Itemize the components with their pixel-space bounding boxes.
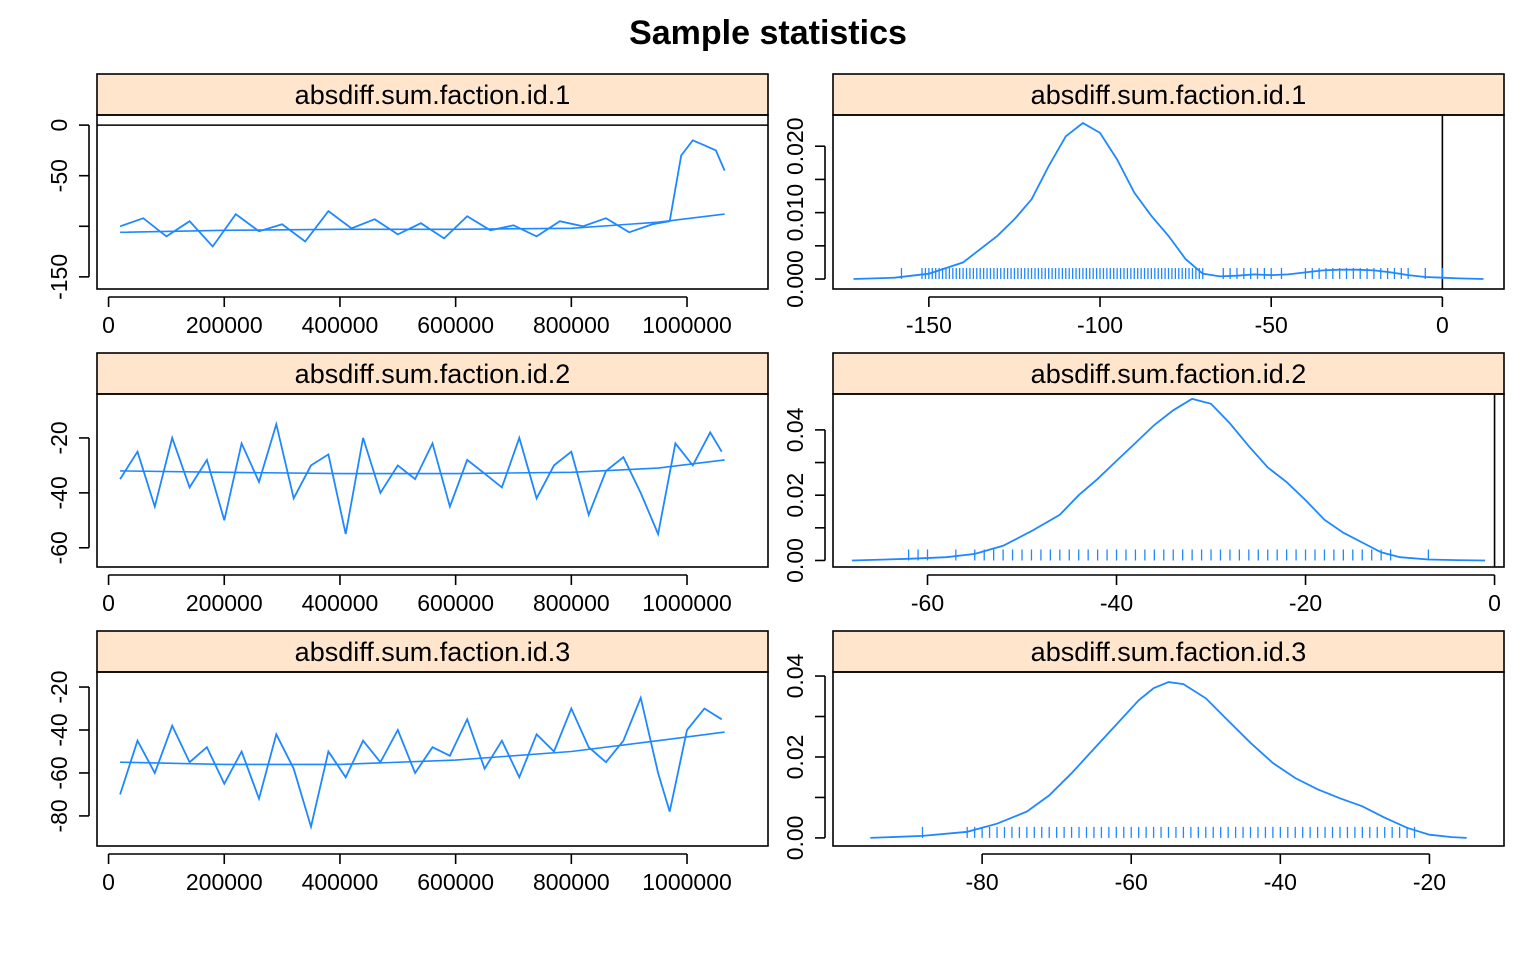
y-tick-label: 0.02 (782, 735, 808, 780)
panel-strip (832, 630, 1505, 673)
y-tick-label: 0.020 (782, 117, 808, 175)
x-tick-label: 1000000 (642, 590, 732, 616)
x-tick-label: 800000 (533, 312, 610, 338)
panels: absdiff.sum.faction.id.1 0 200000 400000 600… (46, 73, 1505, 895)
panel-strip-label: absdiff.sum.faction.id.2 (1031, 359, 1307, 389)
panel-strip-label: absdiff.sum.faction.id.1 (1031, 80, 1307, 110)
y-tick-label: 0.010 (782, 184, 808, 242)
x-tick-label: 600000 (417, 312, 494, 338)
x-tick-label: 0 (102, 869, 115, 895)
y-tick-label: -80 (46, 799, 72, 832)
panel-strip (832, 73, 1505, 116)
x-tick-label: 400000 (302, 590, 379, 616)
panel-trace-1: absdiff.sum.faction.id.1 0 200000 400000 600… (46, 73, 769, 338)
plot-frame (832, 393, 1505, 568)
plot-area (853, 115, 1484, 289)
smoothed-trend-line (120, 731, 725, 766)
y-tick-label: -40 (46, 713, 72, 746)
y-tick-label: -20 (46, 421, 72, 454)
panel-strip (96, 352, 769, 395)
plot-frame (96, 671, 769, 847)
y-tick-label: -40 (46, 476, 72, 509)
x-tick-label: -20 (1413, 869, 1446, 895)
density-curve (853, 121, 1484, 280)
trace-line (119, 139, 726, 248)
y-tick-label: 0.04 (782, 653, 808, 698)
panel-strip (832, 352, 1505, 395)
y-tick-label: 0.04 (782, 407, 808, 452)
y-tick-label: -20 (46, 670, 72, 703)
panel-strip-label: absdiff.sum.faction.id.1 (295, 80, 571, 110)
panel-density-1: absdiff.sum.faction.id.1 -150 -100 -50 0 0.00… (782, 73, 1505, 338)
x-tick-label: 1000000 (642, 312, 732, 338)
panel-strip-label: absdiff.sum.faction.id.2 (295, 359, 571, 389)
x-tick-label: 800000 (533, 590, 610, 616)
x-tick-label: 1000000 (642, 869, 732, 895)
plot-area (97, 124, 768, 248)
plot-area (851, 394, 1496, 567)
y-tick-label: -60 (46, 756, 72, 789)
x-tick-label: 0 (102, 590, 115, 616)
x-tick-label: -50 (1255, 312, 1288, 338)
x-tick-label: 400000 (302, 312, 379, 338)
panel-density-3: absdiff.sum.faction.id.3 -80 -60 -40 -20 0.00… (782, 630, 1505, 895)
x-tick-label: 0 (102, 312, 115, 338)
x-tick-label: 600000 (417, 869, 494, 895)
figure-title: Sample statistics (629, 14, 907, 52)
y-tick-label: 0.00 (782, 816, 808, 861)
panel-strip (96, 73, 769, 116)
x-tick-label: -80 (965, 869, 998, 895)
panel-trace-3: absdiff.sum.faction.id.3 0 200000 400000 600… (46, 630, 769, 895)
x-tick-label: -60 (1115, 869, 1148, 895)
x-tick-label: 200000 (186, 869, 263, 895)
x-tick-label: 200000 (186, 312, 263, 338)
x-tick-label: -150 (906, 312, 952, 338)
smoothed-trend-line (120, 459, 725, 475)
x-tick-label: 400000 (302, 869, 379, 895)
plot-area (870, 681, 1467, 839)
trace-line (119, 694, 723, 831)
x-tick-label: 0 (1436, 312, 1449, 338)
y-tick-label: 0.000 (782, 250, 808, 308)
plot-area (119, 694, 725, 831)
plot-frame (96, 114, 769, 290)
y-tick-label: 0.02 (782, 473, 808, 518)
x-tick-label: -40 (1264, 869, 1297, 895)
y-tick-label: -50 (46, 159, 72, 192)
y-tick-label: -150 (46, 254, 72, 300)
panel-trace-2: absdiff.sum.faction.id.2 0 200000 400000 600… (46, 352, 769, 616)
y-tick-label: 0.00 (782, 538, 808, 583)
x-tick-label: 600000 (417, 590, 494, 616)
trace-line (119, 420, 723, 538)
y-tick-label: 0 (46, 119, 72, 132)
panel-strip-label: absdiff.sum.faction.id.3 (1031, 637, 1307, 667)
smoothed-trend-line (120, 213, 725, 234)
density-curve (851, 397, 1486, 562)
x-tick-label: 0 (1488, 590, 1501, 616)
x-tick-label: 800000 (533, 869, 610, 895)
density-curve (870, 681, 1467, 839)
y-tick-label: -60 (46, 531, 72, 564)
x-tick-label: -100 (1077, 312, 1123, 338)
plot-frame (96, 393, 769, 568)
plot-frame (832, 671, 1505, 847)
panel-strip-label: absdiff.sum.faction.id.3 (295, 637, 571, 667)
plot-area (119, 420, 725, 538)
panel-density-2: absdiff.sum.faction.id.2 -60 -40 -20 0 0.00 0.… (782, 352, 1505, 616)
x-tick-label: -20 (1289, 590, 1322, 616)
plot-frame (832, 114, 1505, 290)
x-tick-label: 200000 (186, 590, 263, 616)
x-tick-label: -40 (1100, 590, 1133, 616)
x-tick-label: -60 (911, 590, 944, 616)
